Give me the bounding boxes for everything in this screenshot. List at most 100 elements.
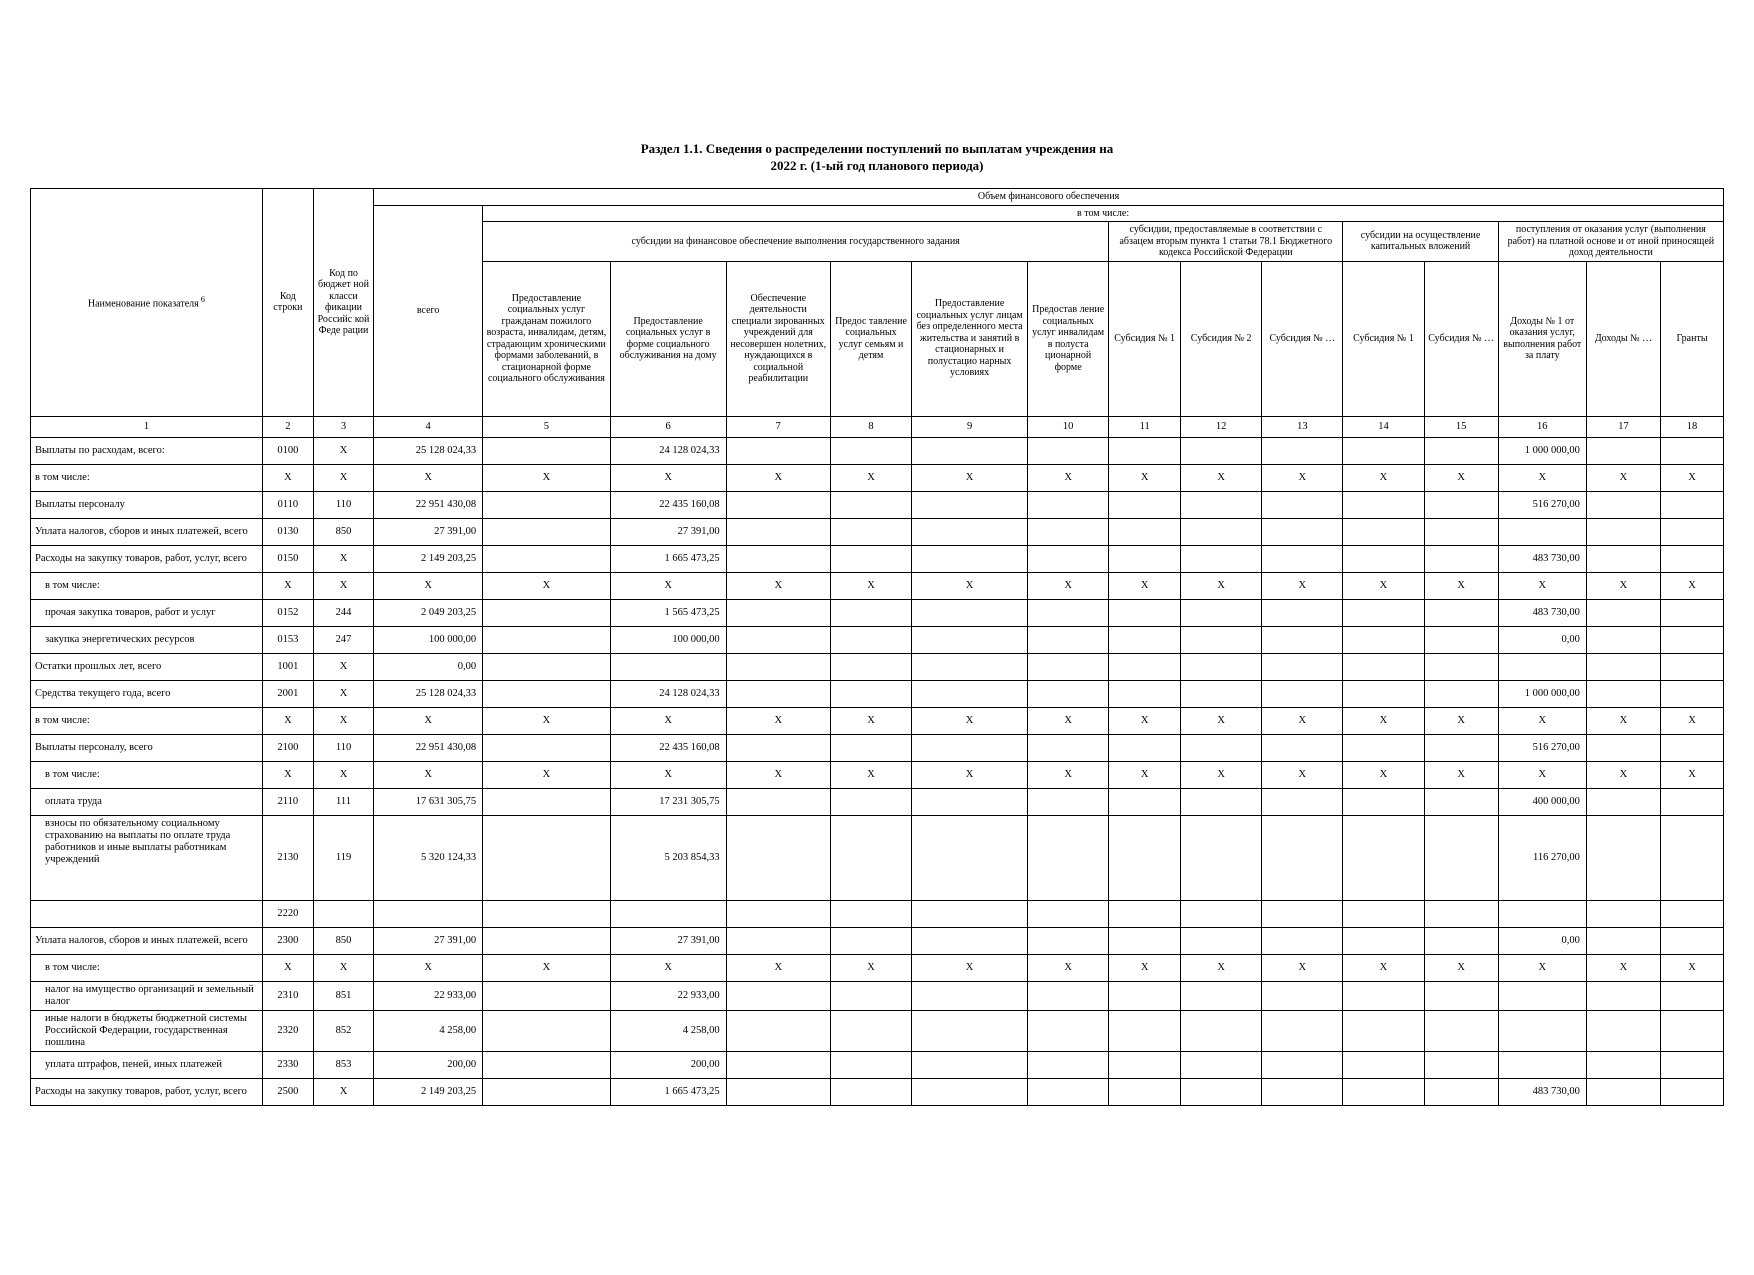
cell-c17 xyxy=(1586,788,1660,815)
cell-c16: 1 000 000,00 xyxy=(1498,437,1586,464)
row-name: в том числе: xyxy=(31,761,263,788)
cell-c18: X xyxy=(1661,954,1724,981)
cell-c4: 0,00 xyxy=(374,653,483,680)
cell-c5 xyxy=(483,680,611,707)
cell-c18 xyxy=(1661,815,1724,900)
cell-c8: X xyxy=(830,761,911,788)
cell-c7: X xyxy=(726,954,830,981)
cell-c2: X xyxy=(262,572,313,599)
cell-c12 xyxy=(1181,545,1262,572)
cell-c11: X xyxy=(1109,572,1181,599)
cell-c10 xyxy=(1028,927,1109,954)
cell-c15 xyxy=(1424,518,1498,545)
cell-c5 xyxy=(483,1052,611,1079)
head-h15: Субсидия № … xyxy=(1424,261,1498,416)
cell-c7 xyxy=(726,1010,830,1051)
colnum-3: 3 xyxy=(313,416,373,437)
cell-c12 xyxy=(1181,1079,1262,1106)
cell-c11: X xyxy=(1109,761,1181,788)
head-h14: Субсидия № 1 xyxy=(1343,261,1424,416)
cell-c2: 2220 xyxy=(262,900,313,927)
cell-c5: X xyxy=(483,761,611,788)
cell-c4: 27 391,00 xyxy=(374,518,483,545)
cell-c2: 2110 xyxy=(262,788,313,815)
cell-c17 xyxy=(1586,1079,1660,1106)
cell-c9 xyxy=(912,626,1028,653)
cell-c18 xyxy=(1661,599,1724,626)
cell-c11 xyxy=(1109,1079,1181,1106)
cell-c15 xyxy=(1424,1079,1498,1106)
cell-c9 xyxy=(912,815,1028,900)
cell-c16: 483 730,00 xyxy=(1498,599,1586,626)
cell-c5 xyxy=(483,734,611,761)
colnum-17: 17 xyxy=(1586,416,1660,437)
cell-c16: X xyxy=(1498,707,1586,734)
cell-c2: 0150 xyxy=(262,545,313,572)
cell-c17 xyxy=(1586,900,1660,927)
cell-c16: 116 270,00 xyxy=(1498,815,1586,900)
cell-c2: X xyxy=(262,707,313,734)
row-name: прочая закупка товаров, работ и услуг xyxy=(31,599,263,626)
cell-c11 xyxy=(1109,927,1181,954)
row-name: налог на имущество организаций и земельн… xyxy=(31,981,263,1010)
cell-c15: X xyxy=(1424,761,1498,788)
cell-c10 xyxy=(1028,815,1109,900)
row-name: Уплата налогов, сборов и иных платежей, … xyxy=(31,927,263,954)
colnum-6: 6 xyxy=(610,416,726,437)
cell-c12 xyxy=(1181,981,1262,1010)
cell-c13: X xyxy=(1262,761,1343,788)
cell-c3: 110 xyxy=(313,734,373,761)
cell-c3: 244 xyxy=(313,599,373,626)
cell-c4: 25 128 024,33 xyxy=(374,680,483,707)
cell-c4: 27 391,00 xyxy=(374,927,483,954)
head-vsego: всего xyxy=(374,205,483,416)
cell-c12: X xyxy=(1181,707,1262,734)
cell-c5 xyxy=(483,626,611,653)
cell-c15 xyxy=(1424,437,1498,464)
cell-c12 xyxy=(1181,900,1262,927)
cell-c2: 2310 xyxy=(262,981,313,1010)
head-h9: Предоставление социальных услуг лицам бе… xyxy=(912,261,1028,416)
table-row: Уплата налогов, сборов и иных платежей, … xyxy=(31,518,1724,545)
cell-c8 xyxy=(830,518,911,545)
row-name xyxy=(31,900,263,927)
cell-c2: 0153 xyxy=(262,626,313,653)
cell-c11 xyxy=(1109,626,1181,653)
cell-c12 xyxy=(1181,599,1262,626)
row-name: иные налоги в бюджеты бюджетной системы … xyxy=(31,1010,263,1051)
cell-c10 xyxy=(1028,545,1109,572)
cell-c8 xyxy=(830,900,911,927)
cell-c14 xyxy=(1343,788,1424,815)
table-row: в том числе:XXXXXXXXXXXXXXXXX xyxy=(31,572,1724,599)
cell-c9: X xyxy=(912,707,1028,734)
cell-c14: X xyxy=(1343,954,1424,981)
cell-c10 xyxy=(1028,981,1109,1010)
cell-c5 xyxy=(483,788,611,815)
cell-c7 xyxy=(726,437,830,464)
cell-c2: 2130 xyxy=(262,815,313,900)
table-row: взносы по обязательному социальному стра… xyxy=(31,815,1724,900)
cell-c5 xyxy=(483,1079,611,1106)
cell-c13: X xyxy=(1262,954,1343,981)
cell-c17 xyxy=(1586,981,1660,1010)
cell-c15: X xyxy=(1424,572,1498,599)
cell-c3: X xyxy=(313,653,373,680)
cell-c14 xyxy=(1343,545,1424,572)
cell-c14 xyxy=(1343,437,1424,464)
colnum-14: 14 xyxy=(1343,416,1424,437)
table-row: Выплаты по расходам, всего:0100X25 128 0… xyxy=(31,437,1724,464)
cell-c17: X xyxy=(1586,954,1660,981)
cell-c6: X xyxy=(610,464,726,491)
colnum-5: 5 xyxy=(483,416,611,437)
cell-c10: X xyxy=(1028,761,1109,788)
cell-c12 xyxy=(1181,518,1262,545)
cell-c14 xyxy=(1343,1052,1424,1079)
cell-c15 xyxy=(1424,900,1498,927)
cell-c3: X xyxy=(313,1079,373,1106)
cell-c13 xyxy=(1262,815,1343,900)
cell-c14: X xyxy=(1343,707,1424,734)
cell-c2: 2001 xyxy=(262,680,313,707)
cell-c14 xyxy=(1343,653,1424,680)
cell-c12 xyxy=(1181,788,1262,815)
cell-c12 xyxy=(1181,626,1262,653)
